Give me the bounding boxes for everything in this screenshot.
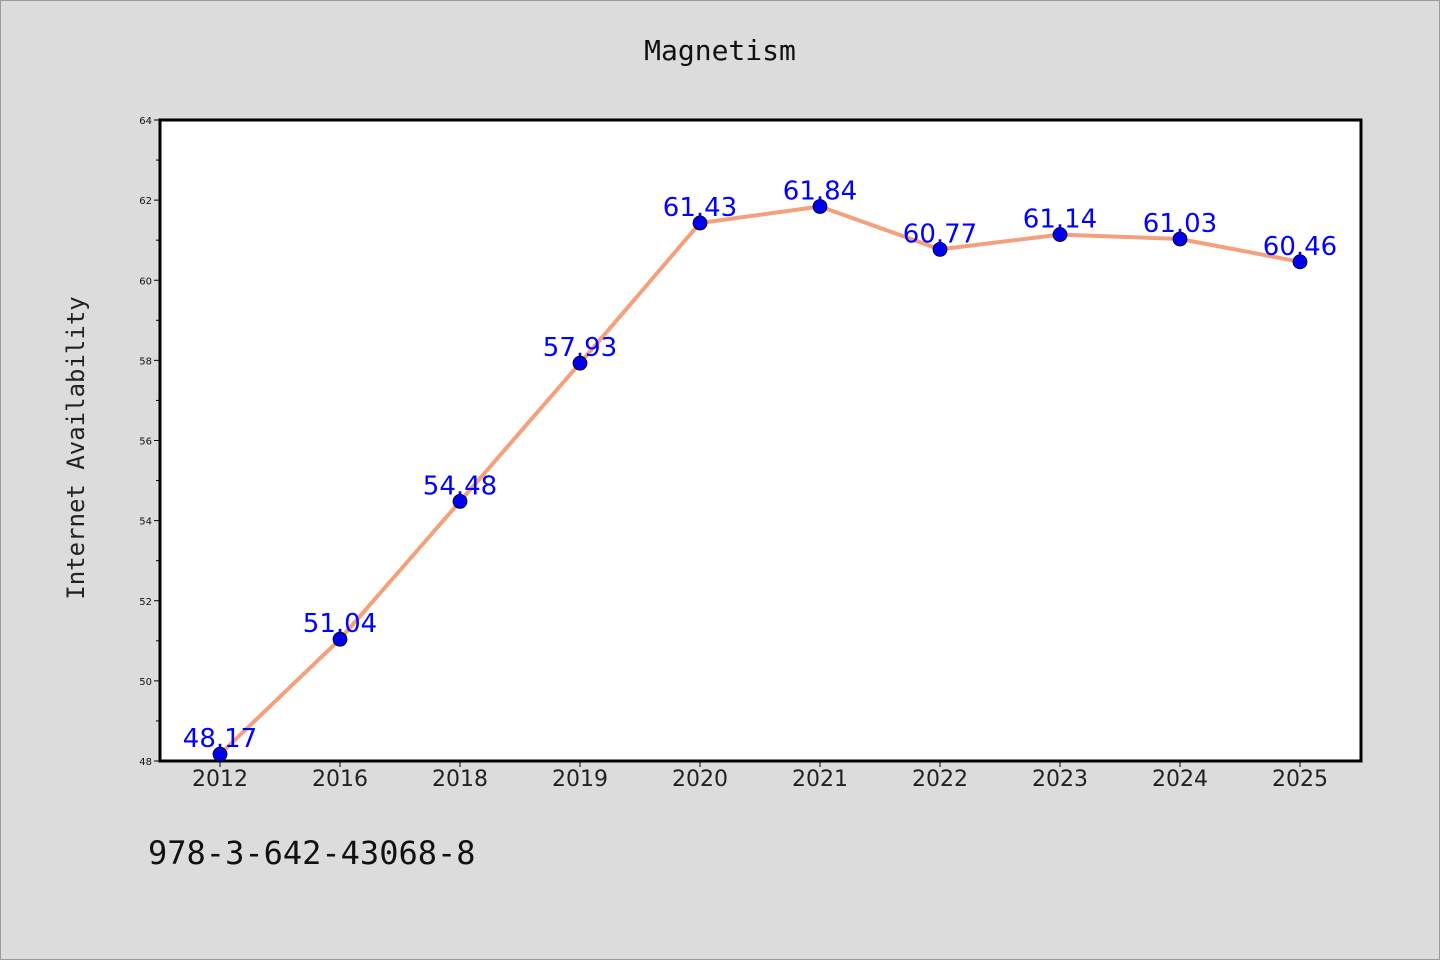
footer-code: 978-3-642-43068-8: [148, 834, 476, 872]
x-tick-label: 2021: [792, 767, 848, 792]
x-tick-label: 2020: [672, 767, 728, 792]
x-tick-label: 2023: [1032, 767, 1088, 792]
x-tick-label: 2012: [192, 767, 248, 792]
data-point: [212, 746, 228, 762]
x-tick-label: 2025: [1272, 767, 1328, 792]
data-point: [932, 242, 948, 257]
y-tick-label: 60: [139, 276, 152, 287]
data-point: [1292, 254, 1308, 270]
data-label: 54.48: [423, 471, 497, 501]
x-tick-label: 2024: [1152, 767, 1208, 792]
y-tick-label: 56: [139, 437, 152, 448]
data-point: [572, 355, 588, 371]
y-tick-label: 52: [139, 597, 152, 608]
data-label: 61.14: [1023, 205, 1097, 235]
data-label: 60.77: [903, 219, 977, 249]
data-point: [812, 199, 828, 214]
y-tick-label: 58: [139, 356, 152, 367]
data-label: 48.17: [183, 724, 257, 754]
data-label: 57.93: [543, 333, 617, 363]
series-line: [218, 204, 1302, 757]
data-label: 61.84: [783, 177, 857, 207]
y-tick-label: 54: [139, 517, 152, 528]
chart-title: Magnetism: [644, 34, 796, 67]
data-label: 61.03: [1143, 209, 1217, 239]
plot-area: [158, 118, 1363, 763]
y-tick-label: 64: [139, 116, 152, 127]
data-point: [692, 215, 708, 231]
data-label: 61.43: [663, 193, 737, 223]
y-tick-label: 62: [139, 196, 152, 207]
y-tick-label: 48: [139, 757, 152, 768]
y-tick-label: 50: [139, 677, 152, 688]
data-point: [332, 631, 348, 647]
data-label: 60.46: [1263, 232, 1337, 262]
x-tick-label: 2019: [552, 767, 608, 792]
data-point: [452, 493, 468, 509]
x-tick-label: 2022: [912, 767, 968, 792]
data-point: [1052, 227, 1068, 242]
data-label: 51.04: [303, 609, 377, 639]
x-tick-label: 2016: [312, 767, 368, 792]
x-tick-label: 2018: [432, 767, 488, 792]
data-point: [1172, 231, 1188, 247]
